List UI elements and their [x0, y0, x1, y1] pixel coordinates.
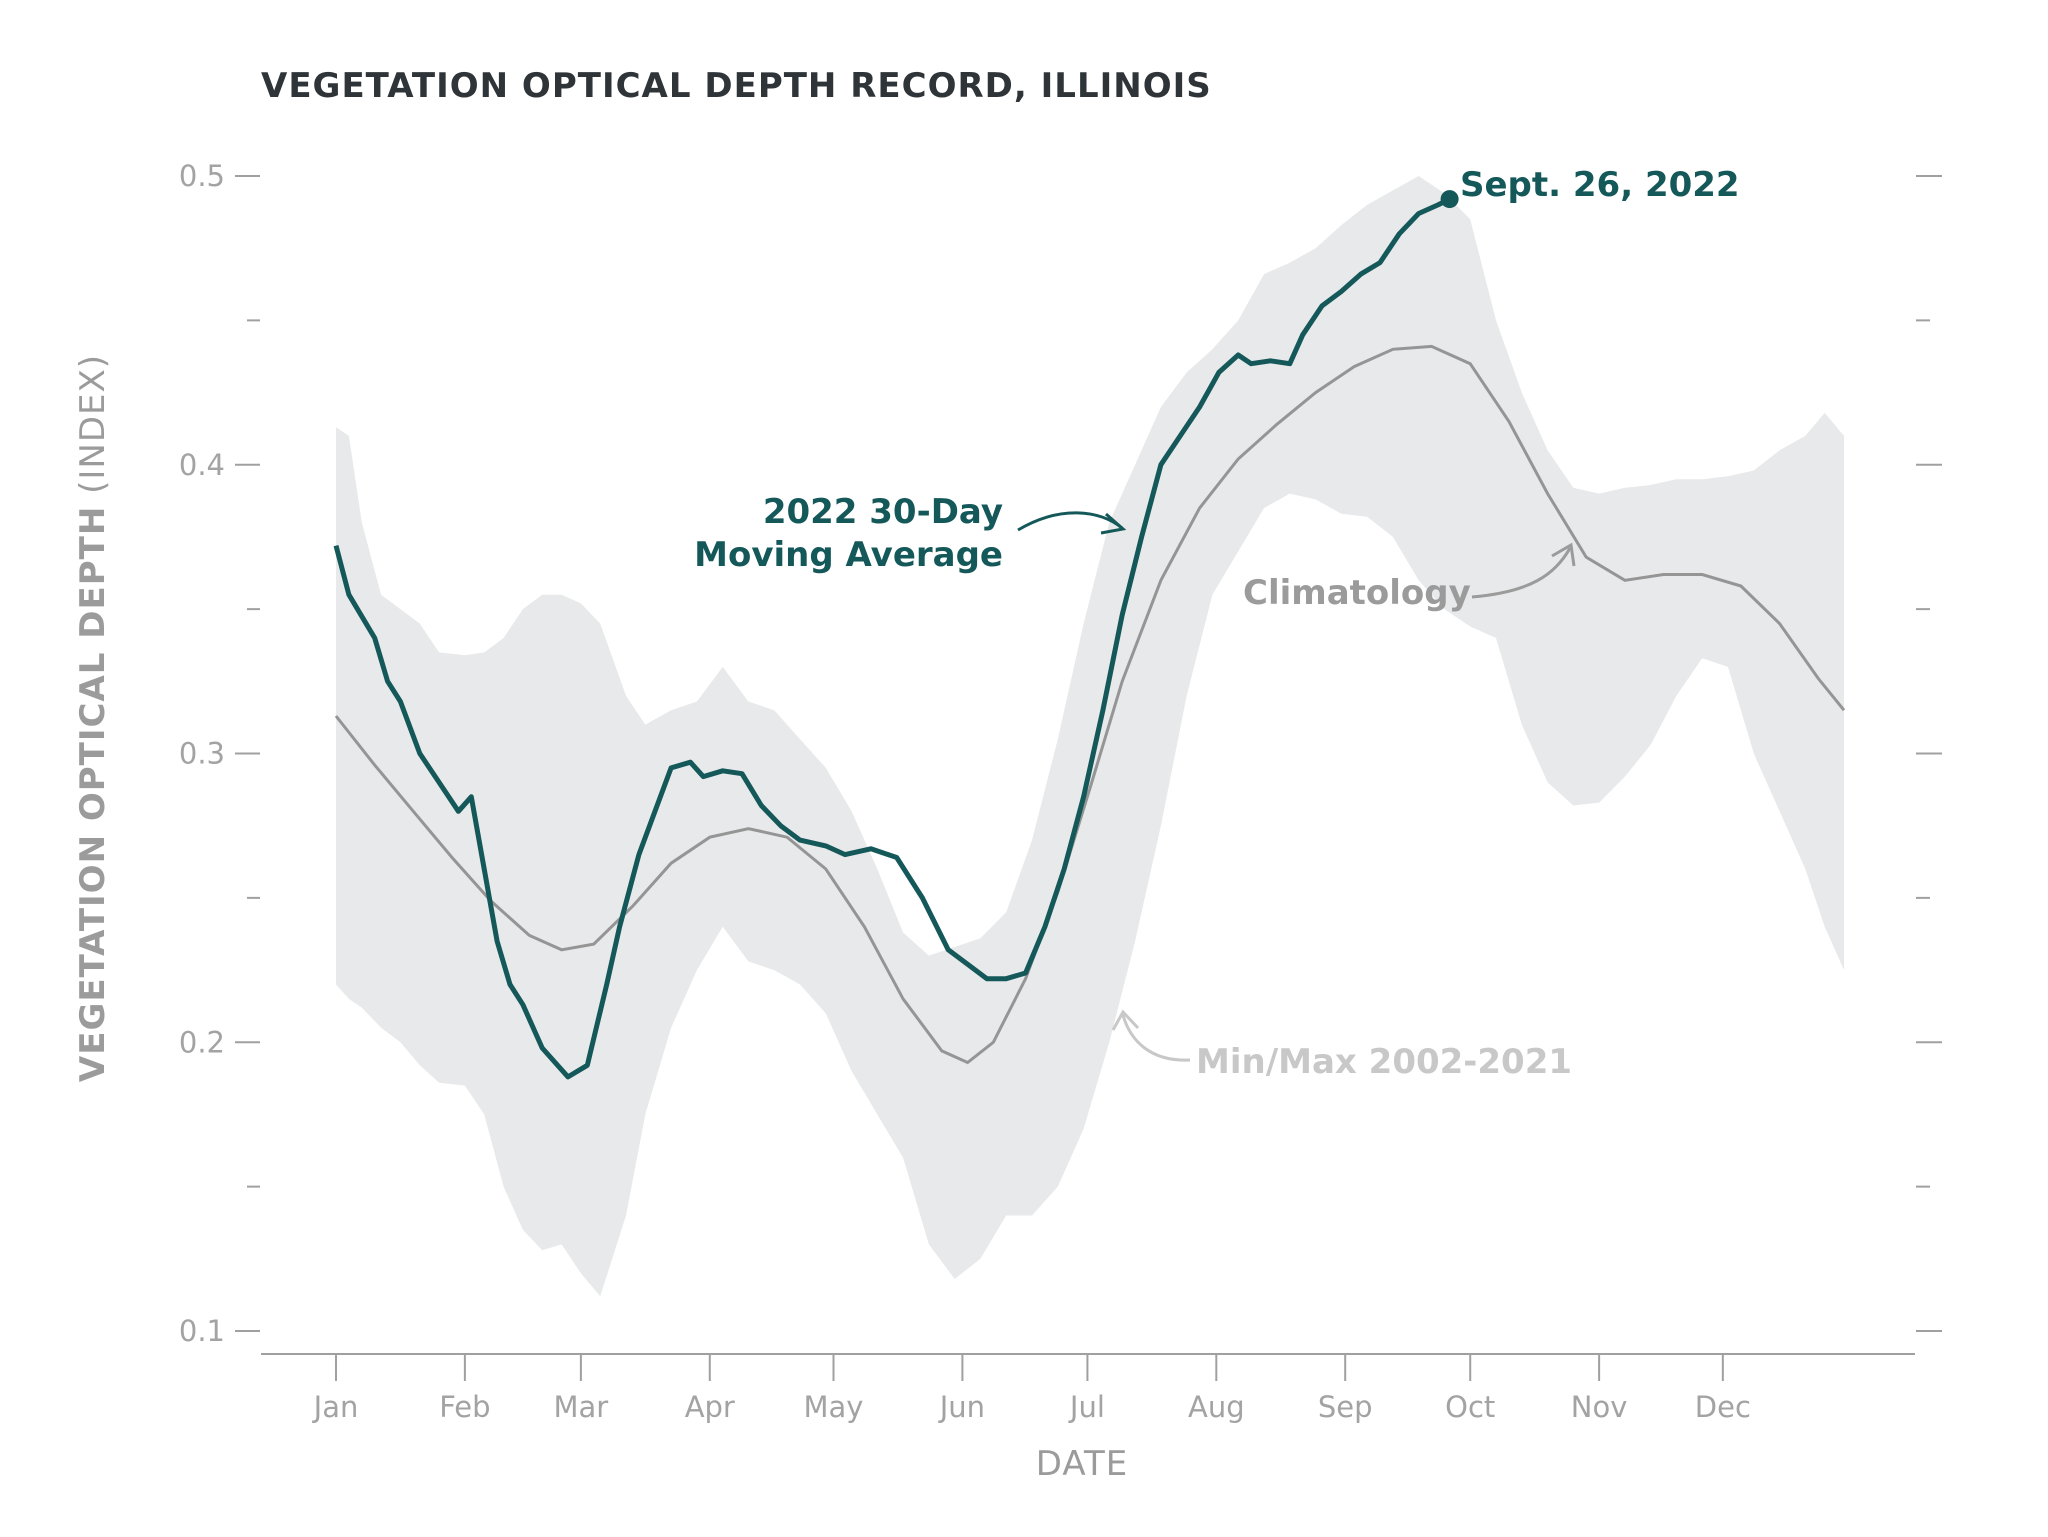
x-tick-label-jul: Jul — [1068, 1390, 1105, 1424]
y-tick-label-2: 0.2 — [179, 1025, 225, 1059]
climatology-label: Climatology — [1243, 573, 1471, 613]
series-2022-line — [333, 196, 1451, 1080]
x-tick-label-mar: Mar — [554, 1390, 609, 1424]
x-axis: Jan Feb Mar Apr May Jun Jul Aug Sep Oct Nov Dec — [261, 1353, 1915, 1424]
series-2022-label-line1: 2022 30-Day — [763, 492, 1003, 532]
x-tick-label-aug: Aug — [1188, 1390, 1245, 1424]
min-max-band — [336, 176, 1844, 1297]
minmax-arrow-head — [1111, 1009, 1140, 1031]
endpoint-label: Sept. 26, 2022 — [1460, 165, 1740, 205]
series-2022-arrow-head — [1100, 512, 1127, 535]
climatology-arrow-head — [1551, 542, 1576, 567]
y-axis-title-main: VEGETATION OPTICAL DEPTH — [73, 506, 113, 1082]
x-tick-label-jun: Jun — [938, 1390, 985, 1424]
y-tick-label-8: 0.5 — [179, 159, 225, 193]
x-tick-label-apr: Apr — [685, 1390, 735, 1424]
y-tick-label-0: 0.1 — [179, 1314, 225, 1348]
climatology-arrow — [1471, 547, 1572, 599]
minmax-label: Min/Max 2002-2021 — [1196, 1042, 1572, 1082]
x-tick-label-may: May — [804, 1390, 864, 1424]
endpoint-marker — [1440, 190, 1459, 209]
y-axis: 0.1 0.2 0.3 0.4 0.5 — [179, 159, 260, 1348]
y-axis-title: VEGETATION OPTICAL DEPTH (INDEX) — [73, 354, 113, 1082]
y-tick-label-6: 0.4 — [179, 448, 225, 482]
minmax-arrow — [1121, 1014, 1191, 1062]
x-tick-label-dec: Dec — [1695, 1390, 1751, 1424]
y-axis-title-suffix: (INDEX) — [73, 354, 113, 506]
x-tick-label-feb: Feb — [439, 1390, 490, 1424]
series-2022-label-line2: Moving Average — [694, 535, 1003, 575]
plot-area — [333, 176, 1846, 1297]
x-tick-label-nov: Nov — [1571, 1390, 1628, 1424]
x-tick-label-jan: Jan — [312, 1390, 359, 1424]
chart-title: VEGETATION OPTICAL DEPTH RECORD, ILLINOI… — [261, 66, 1212, 106]
y-axis-right — [1916, 175, 1942, 1332]
x-tick-label-sep: Sep — [1318, 1390, 1373, 1424]
x-tick-label-oct: Oct — [1445, 1390, 1495, 1424]
y-tick-label-4: 0.3 — [179, 737, 225, 771]
x-axis-title: DATE — [1036, 1444, 1128, 1484]
